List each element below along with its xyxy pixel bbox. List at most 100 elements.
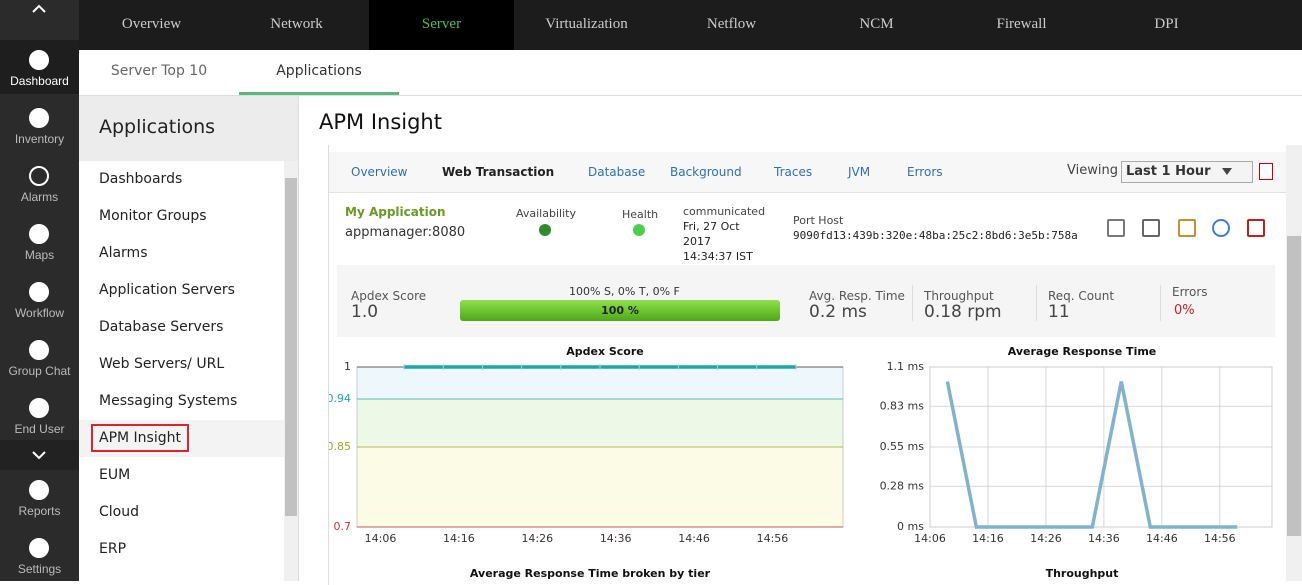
port-host-label: Port Host [793, 214, 844, 227]
top-tab[interactable]: Virtualization [545, 16, 628, 32]
band [357, 399, 843, 447]
metric-label: Req. Count [1048, 289, 1115, 303]
apdex-bar-track: 100 % [460, 300, 780, 321]
sidebar-item[interactable]: Dashboards [99, 171, 183, 187]
app-host: appmanager:8080 [345, 225, 466, 240]
sidebar-item[interactable]: APM Insight [91, 424, 189, 452]
nav-item[interactable]: Maps [24, 248, 55, 262]
inner-tab[interactable]: Database [588, 165, 646, 179]
main: APM Insight Overview Web Transaction Databa… [299, 96, 1302, 585]
edit-icon[interactable] [1107, 219, 1125, 237]
metric-divider [912, 285, 913, 321]
nav-item[interactable]: Alarms [20, 190, 59, 204]
top-tab[interactable]: Overview [121, 16, 182, 32]
nav-item[interactable]: Dashboard [10, 74, 69, 88]
y-tick-label: 0.55 ms [880, 440, 925, 453]
monitor-icon[interactable] [1142, 219, 1160, 237]
nav-icon [29, 282, 49, 302]
apdex-breakdown: 100% S, 0% T, 0% F [569, 285, 680, 298]
pause-icon[interactable] [1212, 219, 1230, 237]
metric-value: 0.18 rpm [924, 302, 1002, 322]
settings-icon[interactable] [1178, 219, 1196, 237]
sidebar-item[interactable]: Messaging Systems [99, 393, 238, 409]
x-tick-label: 14:56 [757, 532, 789, 545]
chart-title: Average Response Time broken by tier [470, 567, 711, 580]
top-tab[interactable]: Netflow [706, 16, 757, 32]
top-tab[interactable]: Firewall [996, 16, 1047, 32]
period-select[interactable]: Last 1 Hour [1121, 161, 1253, 183]
x-tick-label: 14:36 [600, 532, 632, 545]
sidebar-item[interactable]: Alarms [99, 245, 148, 261]
nav-divider [0, 440, 79, 470]
y-tick-label: 1.1 ms [887, 360, 925, 373]
nav-item[interactable]: Workflow [14, 306, 65, 320]
inner-tab[interactable]: Overview [351, 165, 408, 179]
sidebar-title-text: Applications [99, 116, 216, 138]
apdex-bar-label: 100 % [601, 304, 639, 317]
band [357, 447, 843, 527]
top-tab[interactable]: DPI [1154, 16, 1179, 32]
nav-icon [29, 224, 49, 244]
y-tick-label: 1 [344, 360, 351, 373]
charts: Apdex Score 0.7 0.85 0.94 1 14:06 14:16 14:26 14… [329, 345, 1273, 580]
nav-item[interactable]: Group Chat [8, 364, 71, 378]
x-tick-label: 14:26 [1030, 532, 1062, 545]
inner-tab[interactable]: Traces [774, 165, 813, 179]
main-scroll-thumb [1287, 236, 1301, 536]
y-tick-label: 0.7 [334, 520, 352, 533]
metric-value: 11 [1048, 302, 1070, 322]
sidebar-item[interactable]: EUM [99, 467, 131, 483]
x-tick-label: 14:16 [443, 532, 475, 545]
communicated-line: 14:34:37 IST [683, 250, 753, 263]
nav-icons [0, 4, 79, 558]
nav-icon [29, 398, 49, 418]
chart-title: Apdex Score [566, 345, 644, 358]
inner-tab[interactable]: Web Transaction [442, 165, 555, 179]
sidebar-item[interactable]: Cloud [99, 504, 139, 520]
series-line [945, 381, 1238, 529]
inner-tab[interactable]: Background [670, 165, 742, 179]
sidebar: Applications Dashboards Monitor Groups Alar… [79, 96, 299, 581]
apdex-value: 1.0 [351, 302, 379, 322]
metric-value: 0.2 ms [809, 302, 867, 322]
chart-title: Throughput [1046, 567, 1119, 580]
nav-item[interactable]: Settings [17, 562, 62, 576]
nav-item[interactable]: Inventory [14, 132, 65, 146]
top-tab[interactable]: Network [270, 16, 323, 32]
viewing-label: Viewing [1067, 163, 1118, 178]
sidebar-item[interactable]: Web Servers/ URL [99, 356, 225, 372]
nav-icon [29, 538, 49, 558]
health-icon [633, 224, 645, 236]
page-title: APM Insight [319, 110, 442, 134]
delete-icon[interactable] [1247, 219, 1265, 237]
left-nav: Dashboard Inventory Alarms Maps Workflow Grou… [0, 0, 79, 581]
x-tick-label: 14:46 [1146, 532, 1178, 545]
pdf-icon[interactable] [1259, 163, 1273, 180]
y-tick-label: 0.85 [329, 440, 351, 453]
sidebar-item[interactable]: Database Servers [99, 319, 224, 335]
nav-item[interactable]: End User [14, 422, 65, 436]
nav-icon [29, 480, 49, 500]
availability-icon [539, 224, 551, 236]
top-tabs: Overview Network Server Virtualization Netfl… [79, 0, 1302, 50]
apdex-label: Apdex Score [351, 289, 427, 303]
nav-item[interactable]: Reports [18, 504, 61, 518]
nav-icon [29, 108, 49, 128]
x-tick-label: 14:56 [1204, 532, 1236, 545]
x-tick-label: 14:26 [521, 532, 553, 545]
period-value: Last 1 Hour [1126, 164, 1211, 179]
top-tab[interactable]: Server [369, 0, 514, 50]
top-tab[interactable]: NCM [859, 16, 894, 32]
sub-tab[interactable]: Applications [239, 50, 399, 95]
communicated-line: Fri, 27 Oct [683, 220, 740, 233]
sub-tab[interactable]: Server Top 10 [110, 63, 208, 79]
inner-tab[interactable]: JVM [848, 165, 871, 179]
y-tick-label: 0.28 ms [880, 479, 925, 492]
sidebar-item[interactable]: Application Servers [99, 282, 235, 298]
metric-label: Throughput [924, 289, 994, 303]
sidebar-item[interactable]: Monitor Groups [99, 208, 207, 224]
metric-label: Avg. Resp. Time [809, 289, 905, 303]
sidebar-item[interactable]: ERP [99, 541, 127, 557]
inner-tab[interactable]: Errors [907, 165, 943, 179]
